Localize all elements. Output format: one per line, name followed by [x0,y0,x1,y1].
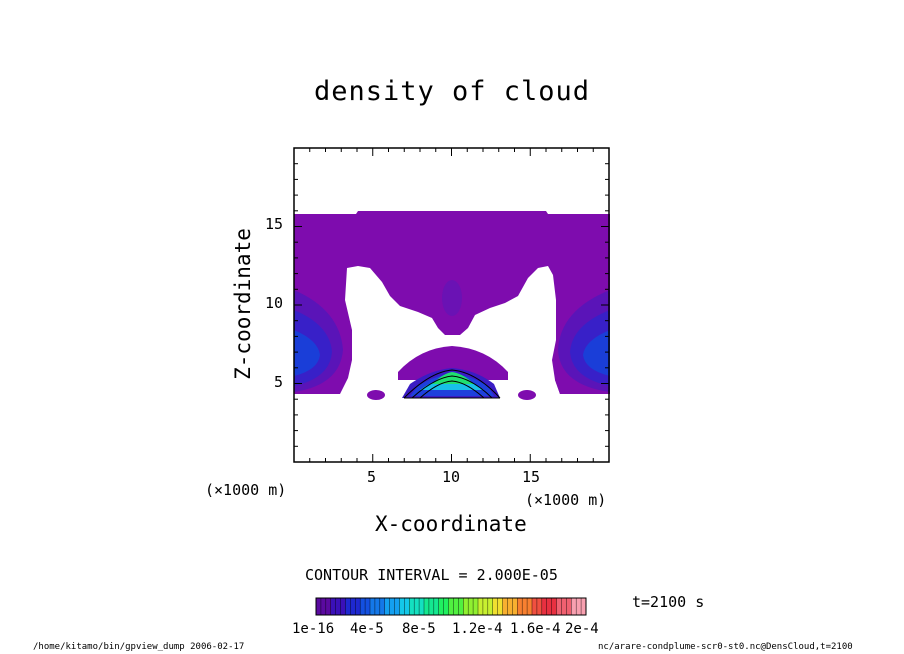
colorbar-cell [409,598,415,615]
colorbar-cell [492,598,499,615]
colorbar-cell [571,598,577,615]
colorbar-cell [551,598,558,615]
colorbar [315,597,587,616]
colorbar-cell [428,598,435,615]
x-tick-label-5: 5 [367,468,377,486]
colorbar-cell [502,598,508,615]
colorbar-cell [458,598,464,615]
colorbar-cell [394,598,400,615]
central-plume-outer [398,346,508,380]
colorbar-cell [335,598,342,615]
colorbar-cell [360,598,366,615]
colorbar-cell [443,598,450,615]
colorbar-cell [453,598,459,615]
colorbar-cell [556,598,562,615]
colorbar-cell [350,598,356,615]
colorbar-label-5: 2e-4 [565,621,599,637]
colorbar-cell [325,598,332,615]
colorbar-cell [522,598,528,615]
colorbar-frame [315,597,587,616]
x-tick-label-10: 10 [442,468,461,486]
y-axis-label: Z-coordinate [231,228,255,380]
y-unit-label: (×1000 m) [205,481,287,499]
right-core-3 [583,330,610,376]
colorbar-cell [345,598,351,615]
colorbar-cell [424,598,430,615]
colorbar-cell [340,598,346,615]
x-axis-label: X-coordinate [375,512,527,536]
colorbar-cell [527,598,533,615]
colorbar-label-3: 1.2e-4 [452,621,503,637]
colorbar-cell [448,598,454,615]
colorbar-cell [512,598,518,615]
plume-contours [403,369,501,399]
left-core-3 [294,330,320,376]
colorbar-cell [355,598,361,615]
ticks [293,147,610,463]
colorbar-label-1: 4e-5 [350,621,384,637]
time-label: t=2100 s [632,593,705,611]
colorbar-cell [561,598,567,615]
blob-1 [367,390,385,400]
colorbar-cell [316,598,322,615]
colorbar-cell [507,598,513,615]
plot-area-fill [294,211,610,400]
colorbar-cell [399,598,405,615]
colorbar-cell [482,598,489,615]
colorbar-cell [497,598,504,615]
colorbar-cell [379,598,386,615]
contour-interval: CONTOUR INTERVAL = 2.000E-05 [305,566,558,584]
colorbar-cell [532,598,538,615]
colorbar-cell [463,598,469,615]
y-tick-label-15: 15 [265,215,284,233]
x-tick-label-15: 15 [522,468,541,486]
blob-2 [518,390,536,400]
footer-right: nc/arare-condplume-scr0-st0.nc@DensCloud… [598,642,853,652]
x-unit-label: (×1000 m) [525,491,607,509]
colorbar-cell [414,598,420,615]
colorbar-cell [468,598,474,615]
colorbar-cell [365,598,371,615]
y-tick-label-5: 5 [274,373,284,391]
colorbar-cell [320,598,327,615]
colorbar-label-4: 1.6e-4 [510,621,561,637]
colorbar-cell [389,598,396,615]
colorbar-cell [576,598,582,615]
colorbar-cell [566,598,572,615]
colorbar-cell [473,598,479,615]
colorbar-cell [541,598,548,615]
colorbar-cell [330,598,337,615]
y-tick-label-10: 10 [265,294,284,312]
central-plume-4 [432,372,474,384]
colorbar-cell [419,598,425,615]
colorbar-label-2: 8e-5 [402,621,436,637]
footer-left: /home/kitamo/bin/gpview_dump 2006-02-17 [33,642,245,652]
colorbar-cell [478,598,484,615]
colorbar-cell [581,598,587,615]
colorbar-cell [487,598,494,615]
chart-title: density of cloud [313,76,591,107]
colorbar-cell [546,598,553,615]
colorbar-cell [438,598,445,615]
colorbar-cell [536,598,543,615]
central-column [442,280,462,316]
colorbar-cell [404,598,410,615]
colorbar-cell [374,598,381,615]
colorbar-cell [384,598,391,615]
colorbar-cell [517,598,523,615]
colorbar-label-0: 1e-16 [292,621,335,637]
colorbar-cell [370,598,376,615]
colorbar-cell [433,598,440,615]
